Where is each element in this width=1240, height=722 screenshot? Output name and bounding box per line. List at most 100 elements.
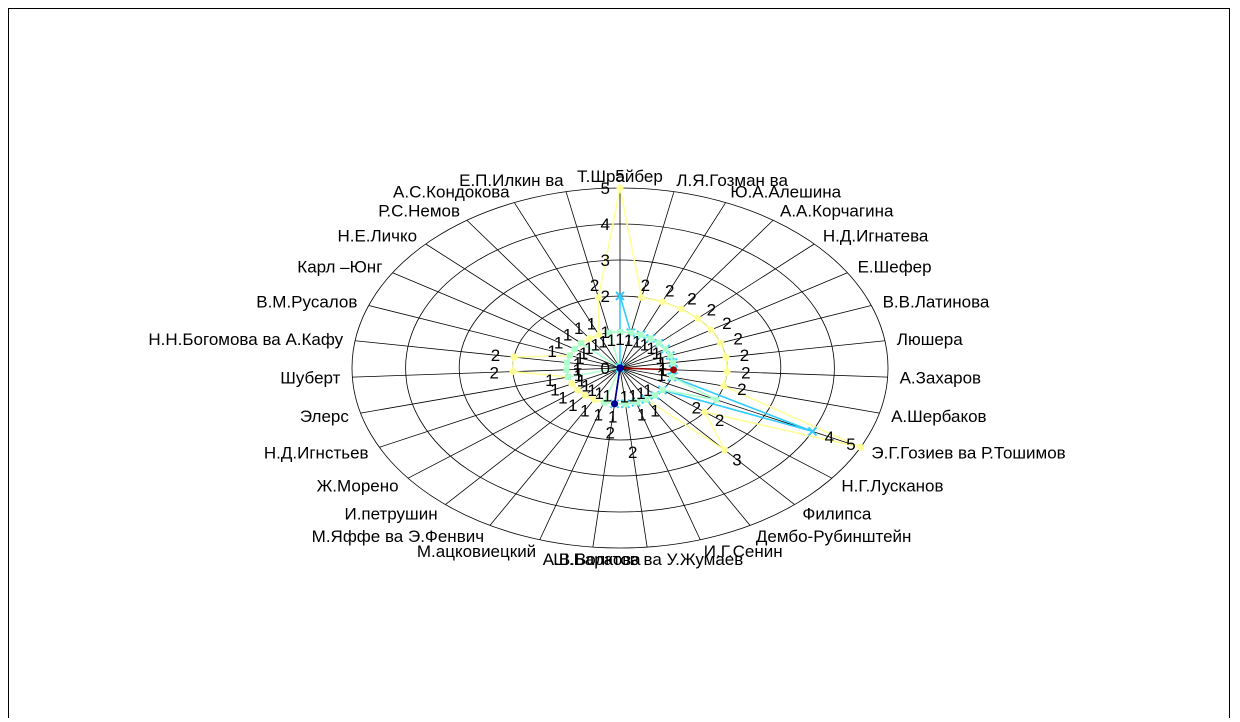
- data-label-0-16: 1: [608, 407, 617, 426]
- series-2-point-24: [564, 359, 571, 366]
- category-label-12: Филипса: [802, 505, 872, 524]
- radial-tick-3: 3: [601, 251, 610, 270]
- spoke-5: [619, 272, 848, 369]
- series-2-point-9: [668, 374, 675, 381]
- spoke-12: [619, 367, 795, 505]
- series-2-point-15: [622, 400, 629, 407]
- category-label-4: Н.Д.Игнатева: [823, 227, 929, 246]
- category-label-2: Ю.А.Алешина: [730, 183, 841, 202]
- series-2-point-7: [669, 359, 676, 366]
- series-0-point-24: [510, 353, 518, 361]
- data-label-1-19: 1: [587, 381, 596, 400]
- radial-tick-2: 2: [601, 287, 610, 306]
- category-label-18: М.Яффе ва Э.Фенвич: [312, 527, 484, 546]
- data-label-1-8: 1: [658, 361, 667, 380]
- data-label-0-10: 4: [825, 428, 834, 447]
- data-label-0-0: 5: [615, 166, 624, 185]
- data-label-0-23: 2: [489, 363, 498, 382]
- series-0-point-30: [594, 293, 602, 301]
- radar-tick-labels: 0 1 2 3 4 5: [601, 179, 610, 378]
- series-0-point-21: [568, 380, 576, 388]
- series-0-point-1: [638, 293, 646, 301]
- data-label-1-16: 2: [605, 424, 614, 443]
- category-label-3: А.А.Корчагина: [780, 201, 894, 220]
- data-label-0-26: 1: [554, 333, 563, 352]
- radial-tick-1: 1: [601, 323, 610, 342]
- series-2-point-25: [566, 352, 573, 359]
- category-label-9: А.Шербаков: [891, 407, 986, 426]
- spoke-25: [368, 305, 621, 369]
- data-label-1-10: 5: [846, 435, 855, 454]
- data-label-1-11: 2: [692, 399, 701, 418]
- data-label-1-23: 1: [572, 361, 581, 380]
- spoke-11: [619, 367, 833, 479]
- series-2-point-17: [600, 399, 607, 406]
- data-label-1-27: 1: [584, 339, 593, 358]
- series-2-point-26: [571, 345, 578, 352]
- data-label-0-30: 2: [590, 276, 599, 295]
- series-0-point-9: [720, 382, 728, 390]
- series-2-point-3: [647, 335, 654, 342]
- category-label-11: Н.Г.Лусканов: [841, 477, 943, 496]
- spoke-13: [619, 367, 751, 526]
- radial-tick-5: 5: [601, 179, 610, 198]
- data-label-0-6: 2: [733, 330, 742, 349]
- data-label-0-13: 1: [650, 402, 659, 421]
- series-0-point-12: [721, 446, 729, 454]
- category-label-14: И.Г.Сенин: [704, 542, 783, 561]
- data-label-0-17: 1: [594, 405, 603, 424]
- data-label-1-28: 1: [591, 335, 600, 354]
- series-0-point-19: [581, 391, 589, 399]
- data-label-0-8: 2: [741, 363, 750, 382]
- radial-tick-4: 4: [601, 215, 610, 234]
- series-2-point-22: [565, 374, 572, 381]
- category-label-21: Н.Д.Игнстьев: [264, 444, 369, 463]
- category-label-8: А.Захаров: [900, 369, 982, 388]
- data-label-1-6: 1: [655, 349, 664, 368]
- series-0-point-4: [694, 314, 702, 322]
- data-label-0-20: 1: [558, 389, 567, 408]
- category-label-7: Люшера: [897, 330, 963, 349]
- spoke-29: [513, 202, 621, 369]
- data-label-0-9: 2: [737, 380, 746, 399]
- series-2-point-5: [662, 345, 669, 352]
- data-label-1-12: 1: [643, 381, 652, 400]
- category-label-30: Е.П.Илкин ва: [459, 171, 564, 190]
- series-0-point-3: [677, 305, 685, 313]
- data-label-0-11: 2: [715, 411, 724, 430]
- spoke-14: [619, 367, 701, 540]
- category-label-20: Ж.Морено: [317, 477, 399, 496]
- data-label-0-28: 1: [574, 319, 583, 338]
- spoke-15: [619, 367, 648, 548]
- spoke-9: [619, 367, 880, 414]
- series-1-point-10: [807, 426, 818, 437]
- data-label-1-26: 1: [579, 344, 588, 363]
- data-label-1-3: 1: [640, 335, 649, 354]
- series-2-point-30: [606, 329, 613, 336]
- category-label-27: Н.Е.Личко: [337, 227, 417, 246]
- series-2-point-13: [643, 396, 650, 403]
- category-label-13: Дембо-Рубинштейн: [756, 527, 912, 546]
- spoke-4: [619, 243, 815, 369]
- data-label-0-19: 1: [568, 396, 577, 415]
- category-label-17: М.ацковиецкий: [417, 542, 536, 561]
- series-0-point-8: [723, 368, 731, 376]
- spoke-26: [392, 272, 621, 369]
- series-0-point-7: [722, 353, 730, 361]
- category-label-6: В.В.Латинова: [883, 292, 990, 311]
- data-label-1-18: 1: [594, 384, 603, 403]
- data-label-0-4: 2: [707, 301, 716, 320]
- spoke-28: [466, 219, 621, 369]
- data-label-1-7: 1: [658, 355, 667, 374]
- data-label-0-7: 2: [740, 346, 749, 365]
- data-label-1-17: 1: [602, 387, 611, 406]
- series-2-point-1: [627, 329, 634, 336]
- data-label-1-5: 1: [652, 344, 661, 363]
- data-label-0-21: 1: [550, 380, 559, 399]
- series-2-point-4: [655, 340, 662, 347]
- data-label-0-14: 1: [637, 405, 646, 424]
- data-label-0-25: 1: [547, 342, 556, 361]
- data-label-1-20: 1: [581, 377, 590, 396]
- data-label-1-2: 1: [632, 333, 641, 352]
